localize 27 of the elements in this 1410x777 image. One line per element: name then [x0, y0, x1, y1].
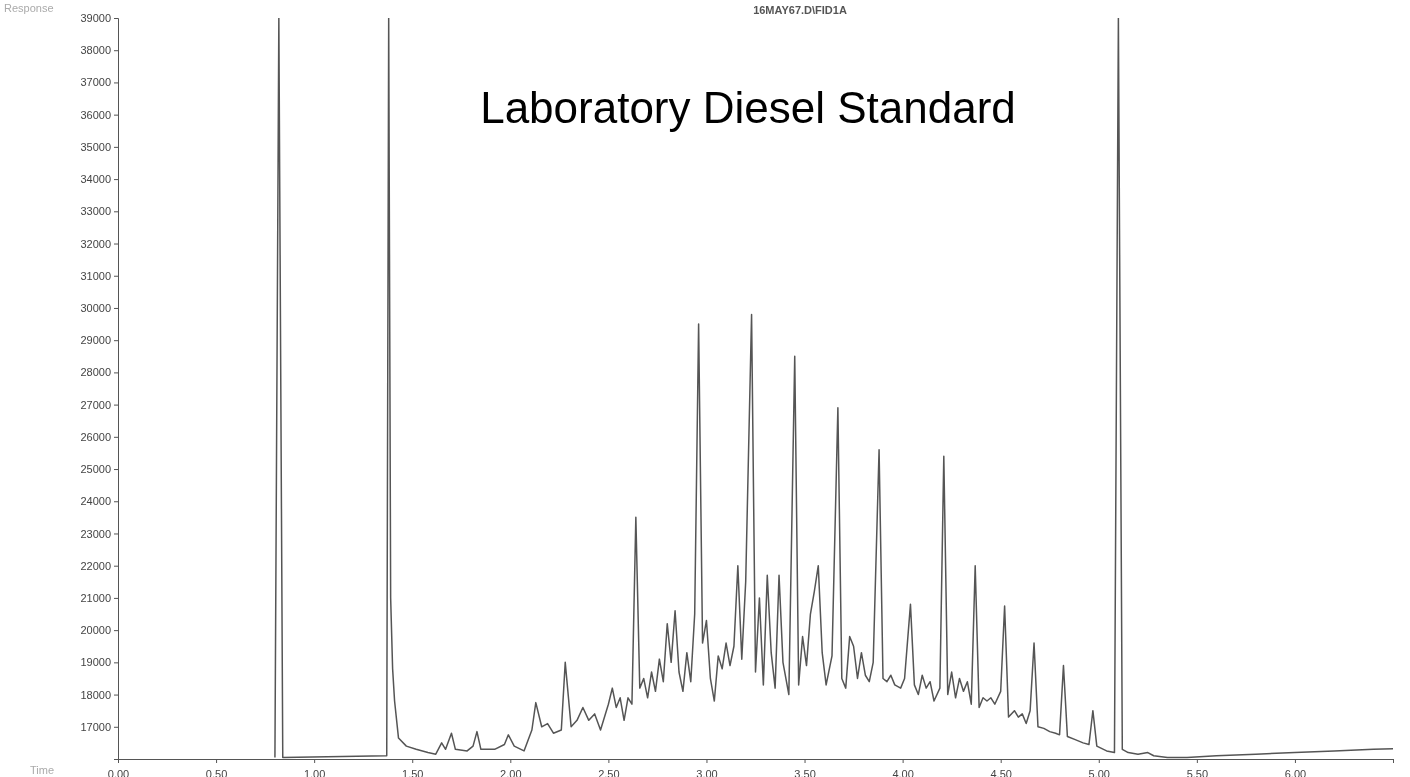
y-tick-label: 38000 [80, 44, 111, 57]
y-tick-label: 27000 [80, 398, 111, 411]
y-tick-label: 18000 [80, 688, 111, 701]
y-tick-label: 30000 [80, 301, 111, 314]
y-tick-label: 24000 [80, 495, 111, 508]
y-tick-label: 32000 [80, 237, 111, 250]
y-tick-label: 25000 [80, 463, 111, 476]
y-tick-label: 37000 [80, 76, 111, 89]
annotation: Laboratory Diesel Standard [480, 83, 1016, 132]
y-tick-label: 35000 [80, 140, 111, 153]
y-tick-label: 39000 [80, 12, 111, 25]
chart-title: 16MAY67.D\FID1A [753, 4, 847, 16]
y-tick-label: 19000 [80, 656, 111, 669]
y-tick-label: 29000 [80, 334, 111, 347]
y-tick-label: 34000 [80, 173, 111, 186]
y-tick-label: 22000 [80, 559, 111, 572]
y-tick-label: 26000 [80, 430, 111, 443]
y-tick-label: 33000 [80, 205, 111, 218]
y-tick-label: 31000 [80, 269, 111, 282]
y-tick-label: 36000 [80, 108, 111, 121]
y-tick-label: 20000 [80, 624, 111, 637]
x-axis-title: Time [30, 764, 55, 776]
y-tick-label: 23000 [80, 527, 111, 540]
y-tick-label: 21000 [80, 591, 111, 604]
y-tick-label: 17000 [80, 720, 111, 733]
y-axis-title: Response [4, 2, 54, 14]
y-tick-label: 28000 [80, 366, 111, 379]
